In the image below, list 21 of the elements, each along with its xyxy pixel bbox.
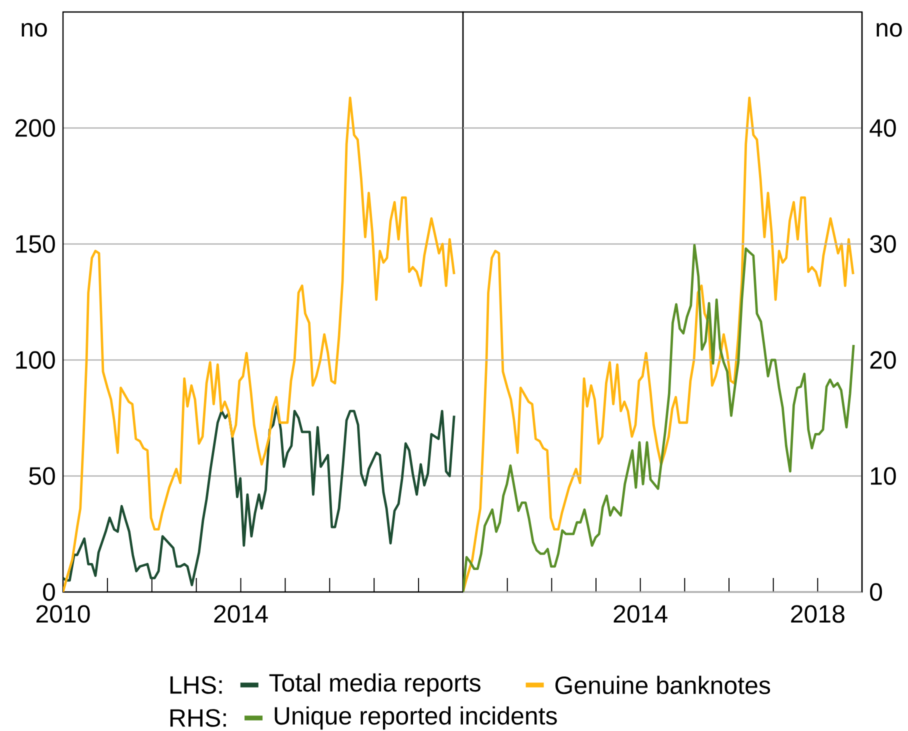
y-tick-label: 150 [16,235,55,253]
x-tick-label: 2014 [614,605,668,623]
y2-axis-title: no [876,23,902,37]
x-tick-label: 2010 [36,605,90,623]
y2-tick-label: 30 [870,235,896,253]
y-tick-label: 0 [43,583,55,601]
y-tick-label: 100 [16,351,55,369]
legend-label: Genuine banknotes [555,676,770,694]
x-tick-label: 2018 [791,605,844,623]
legend-title: LHS: [170,676,222,694]
legend-label: Total media reports [269,673,480,697]
y-tick-label: 200 [15,119,55,137]
y2-tick-label: 10 [870,467,896,485]
y2-tick-label: 40 [870,119,896,137]
y-axis-title: no [22,23,47,37]
x-tick-label: 2014 [214,605,268,623]
y2-tick-label: 0 [870,583,882,601]
y2-tick-label: 20 [870,351,896,369]
y-tick-label: 50 [29,467,55,485]
legend-label: Unique reported incidents [274,706,557,730]
legend-title: RHS: [170,709,226,727]
